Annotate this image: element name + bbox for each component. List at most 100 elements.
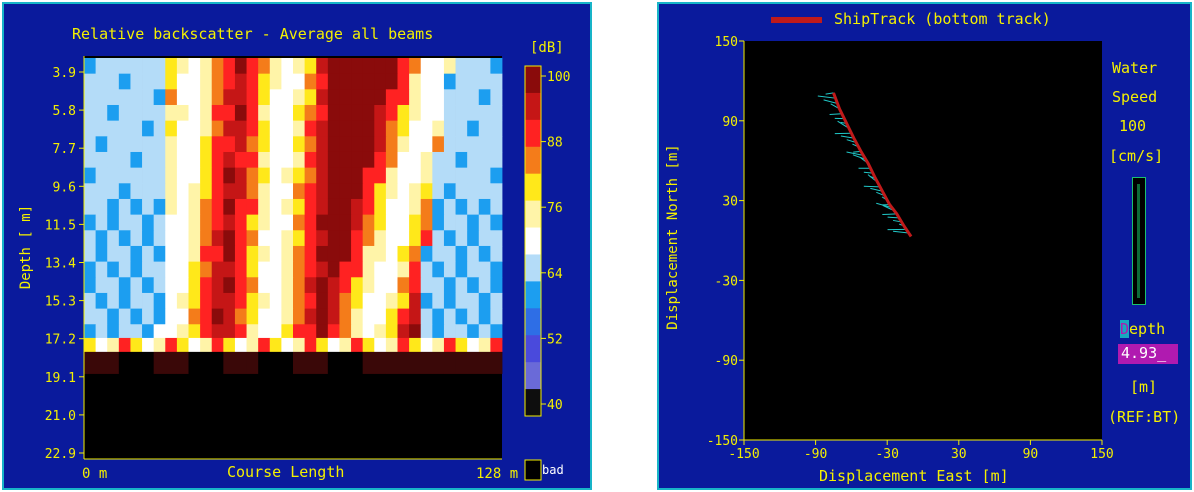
heatmap-cell: [188, 73, 201, 90]
heatmap-cell: [467, 198, 480, 216]
heatmap-cell: [327, 183, 340, 200]
heatmap-cell: [211, 58, 224, 75]
heatmap-cell: [223, 198, 236, 216]
heatmap-cell: [188, 308, 201, 325]
heatmap-cell: [84, 198, 97, 216]
heatmap-cell: [269, 337, 282, 352]
heatmap-cell: [200, 308, 213, 325]
depth-field-label[interactable]: Depth: [1120, 320, 1165, 338]
heatmap-cell: [339, 351, 352, 374]
heatmap-cell: [490, 214, 503, 231]
depth-value-input[interactable]: 4.93_: [1118, 344, 1178, 364]
heatmap-cell: [362, 136, 375, 153]
heatmap-cell: [130, 167, 143, 184]
heatmap-cell: [490, 120, 503, 137]
heatmap-cell: [374, 292, 387, 310]
heatmap-cell: [176, 167, 189, 184]
heatmap-cell: [142, 120, 155, 137]
heatmap-cell: [281, 277, 294, 294]
heatmap-cell: [246, 214, 259, 231]
heatmap-cell: [200, 337, 213, 352]
heatmap-cell: [153, 183, 166, 200]
heatmap-cell: [432, 324, 445, 341]
heatmap-cell: [118, 73, 131, 90]
heatmap-cell: [478, 167, 491, 184]
heatmap-cell: [130, 230, 143, 247]
heatmap-cell: [142, 324, 155, 341]
heatmap-cell: [269, 277, 282, 294]
heatmap-cell: [420, 73, 433, 90]
heatmap-cell: [455, 104, 468, 122]
heatmap-cell: [165, 198, 178, 216]
heatmap-cell: [200, 89, 213, 106]
heatmap-cell: [316, 58, 329, 75]
heatmap-cell: [293, 308, 306, 325]
heatmap-cell: [165, 136, 178, 153]
heatmap-cell: [95, 167, 108, 184]
heatmap-cell: [107, 120, 120, 137]
heatmap-cell: [107, 308, 120, 325]
heatmap-cell: [130, 351, 143, 374]
heatmap-cell: [420, 104, 433, 122]
heatmap-cell: [304, 136, 317, 153]
heatmap-cell: [84, 89, 97, 106]
heatmap-cell: [432, 58, 445, 75]
heatmap-cell: [176, 277, 189, 294]
heatmap-cell: [467, 136, 480, 153]
heatmap-cell: [409, 214, 422, 231]
heatmap-cell: [420, 292, 433, 310]
heatmap-cell: [304, 58, 317, 75]
heatmap-cell: [269, 230, 282, 247]
heatmap-cell: [339, 230, 352, 247]
heatmap-cell: [397, 151, 410, 169]
scale-tick-label: 76: [547, 201, 563, 216]
heatmap-cell: [223, 277, 236, 294]
heatmap-cell: [95, 58, 108, 75]
heatmap-cell: [409, 337, 422, 352]
heatmap-cell: [374, 136, 387, 153]
heatmap-cell: [176, 324, 189, 341]
heatmap-cell: [142, 136, 155, 153]
heatmap-cell: [211, 104, 224, 122]
heatmap-cell: [258, 324, 271, 341]
heatmap-cell: [467, 58, 480, 75]
heatmap-cell: [211, 351, 224, 374]
heatmap-cell: [211, 292, 224, 310]
heatmap-cell: [153, 245, 166, 263]
heatmap-cell: [327, 261, 340, 278]
heatmap-cell: [316, 324, 329, 341]
heatmap-cell: [455, 136, 468, 153]
heatmap-cell: [153, 89, 166, 106]
heatmap-cell: [362, 245, 375, 263]
scale-tick-label: 88: [547, 136, 563, 151]
heatmap-cell: [176, 261, 189, 278]
heatmap-cell: [467, 245, 480, 263]
heatmap-cell: [188, 261, 201, 278]
heatmap-cell: [223, 337, 236, 352]
heatmap-cell: [397, 136, 410, 153]
heatmap-cell: [397, 198, 410, 216]
heatmap-cell: [234, 58, 247, 75]
heatmap-cell: [234, 167, 247, 184]
heatmap-cell: [362, 292, 375, 310]
heatmap-cell: [142, 351, 155, 374]
heatmap-cell: [234, 308, 247, 325]
heatmap-cell: [420, 324, 433, 341]
heatmap-cell: [467, 214, 480, 231]
heatmap-cell: [118, 292, 131, 310]
heatmap-cell: [374, 308, 387, 325]
heatmap-cell: [176, 151, 189, 169]
heatmap-cell: [234, 277, 247, 294]
heatmap-cell: [246, 136, 259, 153]
heatmap-cell: [293, 214, 306, 231]
heatmap-cell: [432, 337, 445, 352]
heatmap-cell: [351, 73, 364, 90]
depth-tick-label: 13.4: [45, 257, 76, 272]
heatmap-cell: [211, 230, 224, 247]
heatmap-cell: [142, 308, 155, 325]
heatmap-cell: [95, 151, 108, 169]
heatmap-cell: [84, 167, 97, 184]
heatmap-cell: [351, 308, 364, 325]
heatmap-cell: [374, 277, 387, 294]
heatmap-cell: [385, 351, 398, 374]
